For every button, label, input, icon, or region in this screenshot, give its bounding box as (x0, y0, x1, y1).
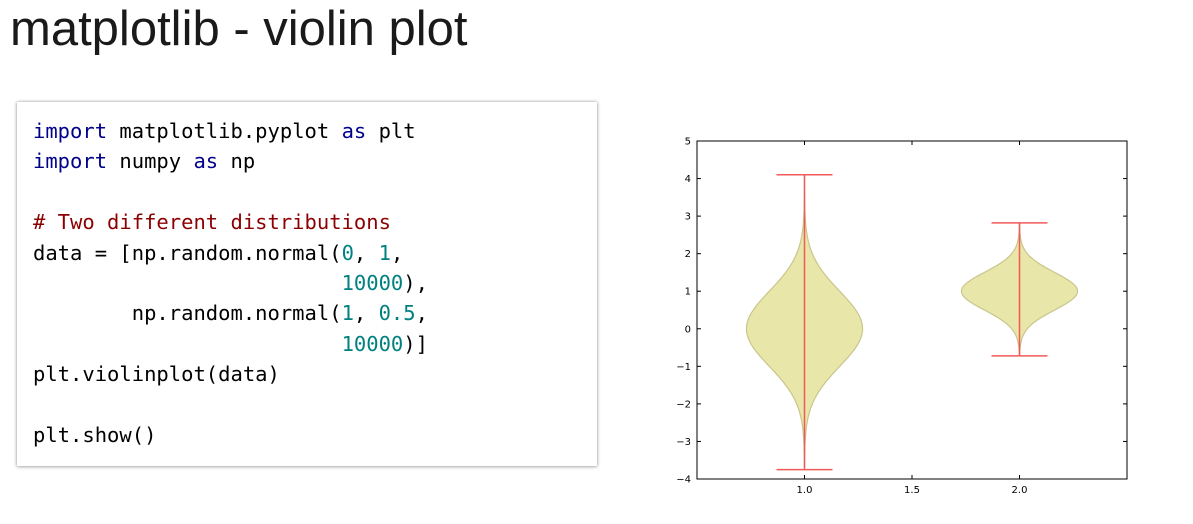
code-token (33, 271, 342, 295)
y-tick-label: −4 (676, 475, 691, 486)
y-tick-label: 0 (685, 324, 691, 335)
code-token: , (353, 240, 379, 265)
code-token: numpy (107, 149, 194, 174)
code-token: import (33, 119, 108, 143)
code-line: import numpy as np (33, 146, 428, 176)
code-token: 10000 (341, 331, 404, 356)
x-tick-label: 1.5 (904, 485, 920, 494)
code-token: as (193, 149, 219, 174)
code-token: as (341, 119, 367, 143)
y-tick-label: −3 (676, 437, 691, 448)
code-token: plt.show() (33, 422, 157, 447)
code-line: plt.violinplot(data) (33, 359, 428, 389)
code-token: np.random.normal( (33, 301, 342, 326)
code-token: plt.violinplot(data) (33, 362, 280, 387)
y-tick-label: 3 (685, 212, 691, 223)
code-line: import matplotlib.pyplot as plt (33, 116, 428, 146)
y-tick-label: 1 (685, 287, 691, 298)
code-token: ), (403, 270, 428, 295)
code-token (33, 332, 342, 356)
code-token: )] (403, 331, 428, 356)
code-token: data = [np.random.normal( (33, 240, 342, 265)
code-line: plt.show() (33, 420, 428, 450)
x-tick-label: 2.0 (1012, 485, 1028, 494)
code-token: , (390, 240, 404, 265)
code-text: import matplotlib.pyplot as plt import nu… (33, 116, 428, 450)
code-line: data = [np.random.normal(0, 1, (33, 238, 428, 268)
code-token: , (415, 301, 428, 326)
y-tick-label: −2 (676, 399, 691, 410)
code-token: matplotlib.pyplot (107, 119, 342, 143)
code-token: 10000 (341, 270, 404, 295)
code-block: import matplotlib.pyplot as plt import nu… (17, 102, 597, 466)
code-line: 10000)] (33, 329, 428, 359)
code-token: 0.5 (378, 301, 416, 326)
code-token: import (33, 149, 108, 174)
page-title: matplotlib - violin plot (10, 2, 468, 56)
code-token: np (218, 149, 256, 174)
code-line: np.random.normal(1, 0.5, (33, 298, 428, 328)
violin-plot: −4 −3 −2 −1 0 1 2 3 4 5 1.0 1.5 2.0 (676, 137, 1128, 494)
code-line (33, 390, 428, 420)
code-token: 1 (378, 240, 391, 265)
code-line: # Two different distributions (33, 207, 428, 237)
code-token: 1 (341, 301, 354, 326)
code-token: # Two different distributions (33, 210, 391, 235)
code-line: 10000), (33, 268, 428, 298)
y-tick-label: 4 (685, 174, 691, 185)
x-tick-label: 1.0 (797, 485, 813, 494)
y-tick-label: 2 (685, 249, 691, 260)
code-line (33, 177, 428, 207)
code-token: plt (366, 119, 416, 143)
code-token: 0 (341, 240, 354, 265)
y-tick-label: −1 (676, 362, 691, 373)
y-tick-label: 5 (685, 137, 691, 148)
code-token: , (353, 301, 379, 326)
